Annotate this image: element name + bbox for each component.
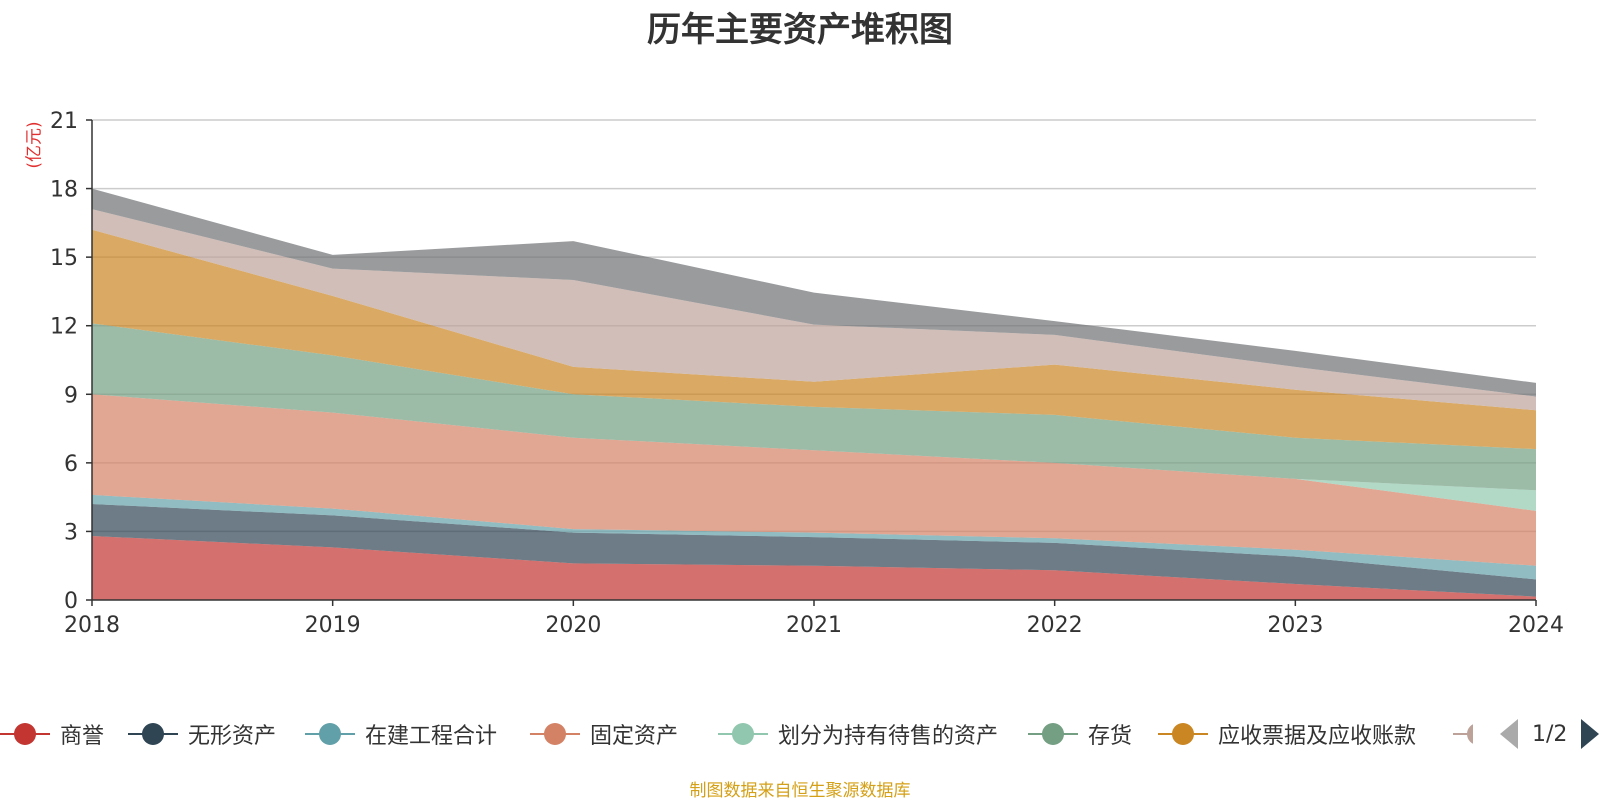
y-tick-label: 18 <box>50 178 78 203</box>
tick-labels: 0 3 6 9 12 15 18 21 2018 2019 2020 2021 2022 2023 2024 <box>50 109 1564 638</box>
y-tick-label: 9 <box>64 383 78 408</box>
x-tick-label: 2022 <box>1027 613 1083 638</box>
area-在建工程合计 <box>92 494 1536 580</box>
legend-item[interactable]: 划分为持有待售的资产 <box>718 712 998 756</box>
legend-marker-icon <box>530 722 580 746</box>
area-其他 <box>92 188 1536 397</box>
y-tick-label: 3 <box>64 520 78 545</box>
x-tick-label: 2024 <box>1508 613 1564 638</box>
legend-page-indicator: 1/2 <box>1532 721 1568 747</box>
legend-marker-icon <box>718 722 768 746</box>
y-tick-label: 0 <box>64 589 78 614</box>
y-tick-label: 15 <box>50 246 78 271</box>
legend-item[interactable]: 应收票据及应收账款 <box>1158 712 1416 756</box>
legend-pager: 1/2 <box>1500 712 1600 756</box>
stacked-area-chart: 0 3 6 9 12 15 18 21 2018 2019 2020 2021 2022 2023 2024 <box>50 109 1564 638</box>
x-tick-label: 2020 <box>545 613 601 638</box>
legend-marker-icon <box>128 722 178 746</box>
area-series <box>92 188 1536 600</box>
legend-label: 固定资产 <box>590 724 679 749</box>
legend-next-arrow-icon[interactable] <box>1581 719 1600 749</box>
legend-marker-icon <box>1028 722 1078 746</box>
legend-item[interactable]: 在建工程合计 <box>305 712 497 756</box>
x-tick-label: 2021 <box>786 613 842 638</box>
legend-label: 无形资产 <box>188 724 277 749</box>
area-商誉 <box>92 536 1536 600</box>
legend-marker-icon <box>1453 722 1473 746</box>
legend-label: 划分为持有待售的资产 <box>778 724 999 749</box>
area-应收票据及应收账款 <box>92 229 1536 450</box>
chart-title: 历年主要资产堆积图 <box>647 10 953 50</box>
legend-marker-icon <box>0 722 50 746</box>
area-其他资产 <box>92 209 1536 411</box>
legend-label: 商誉 <box>60 724 105 749</box>
legend-label: 应收票据及应收账款 <box>1218 724 1417 749</box>
legend-label: 在建工程合计 <box>365 724 498 749</box>
y-tick-label: 6 <box>64 452 78 477</box>
legend-label: 存货 <box>1088 724 1133 749</box>
legend-item[interactable]: 固定资产 <box>530 712 678 756</box>
x-tick-label: 2019 <box>305 613 361 638</box>
x-tick-label: 2023 <box>1267 613 1323 638</box>
legend: 商誉 无形资产 在建工程合计 固定资产 划分为持有待售的资产 存货 应收票据及应收账款 <box>0 712 1600 756</box>
x-tick-label: 2018 <box>64 613 120 638</box>
y-tick-label: 21 <box>50 109 78 134</box>
area-无形资产 <box>92 504 1536 597</box>
legend-marker-icon <box>305 722 355 746</box>
legend-item[interactable]: 商誉 <box>0 712 104 756</box>
legend-item[interactable]: 存货 <box>1028 712 1132 756</box>
legend-item[interactable] <box>1453 712 1473 756</box>
area-存货 <box>92 323 1536 491</box>
legend-prev-arrow-icon[interactable] <box>1500 719 1518 749</box>
area-固定资产 <box>92 394 1536 566</box>
legend-item[interactable]: 无形资产 <box>128 712 276 756</box>
y-tick-label: 12 <box>50 315 78 340</box>
legend-marker-icon <box>1158 722 1208 746</box>
data-source-note: 制图数据来自恒生聚源数据库 <box>689 781 911 801</box>
